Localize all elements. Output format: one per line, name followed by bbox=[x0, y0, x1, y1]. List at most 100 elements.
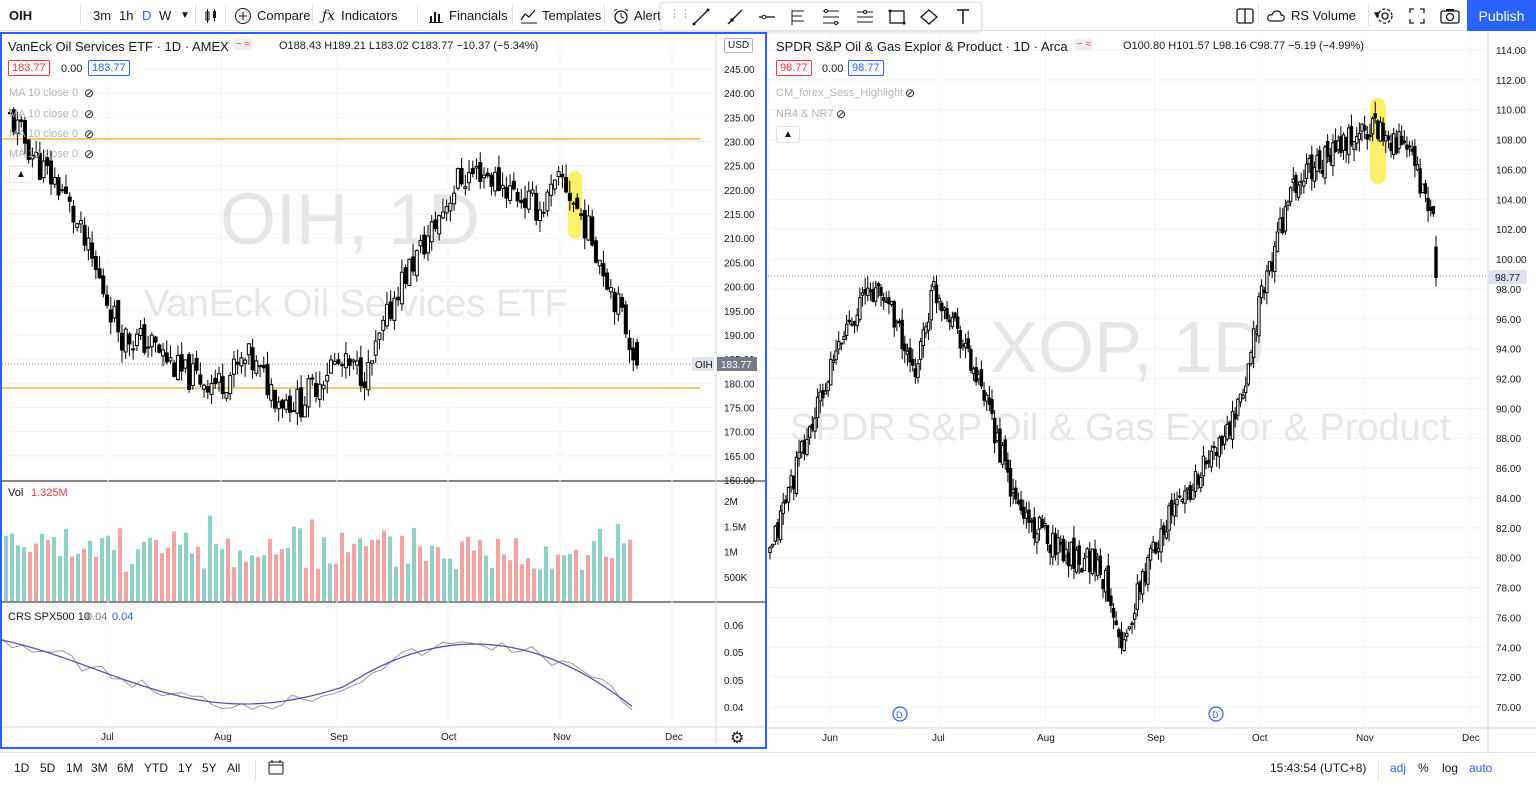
range-3m[interactable]: 3M bbox=[91, 761, 108, 775]
rs-volume-button[interactable]: RS Volume ▼ bbox=[1266, 0, 1382, 31]
range-1d[interactable]: 1D bbox=[14, 761, 30, 775]
horizontal-ray-icon[interactable] bbox=[757, 7, 777, 27]
left-indicator-ma-2[interactable]: MA 10 close 0 bbox=[9, 108, 79, 120]
range-1y[interactable]: 1Y bbox=[178, 761, 193, 775]
range-6m[interactable]: 6M bbox=[117, 761, 134, 775]
text-tool-icon[interactable] bbox=[953, 7, 973, 27]
candle bbox=[826, 381, 830, 392]
layout-icon[interactable] bbox=[1236, 0, 1254, 31]
candle bbox=[942, 307, 947, 311]
last-price-value: 183.77 bbox=[721, 360, 752, 371]
eye-hidden-icon[interactable]: ⊘ bbox=[905, 86, 916, 100]
range-all[interactable]: All bbox=[227, 761, 241, 775]
y-tick-label: 106.00 bbox=[1496, 165, 1527, 176]
templates-button[interactable]: Templates bbox=[520, 0, 601, 31]
range-1m[interactable]: 1M bbox=[66, 761, 83, 775]
watermark-symbol: XOP, 1D bbox=[990, 308, 1265, 388]
candle bbox=[15, 119, 20, 135]
interval-1h[interactable]: 1h bbox=[119, 8, 134, 23]
candle bbox=[1045, 524, 1050, 545]
fib-retracement-icon[interactable] bbox=[821, 7, 841, 27]
chevron-down-icon: ▼ bbox=[1372, 10, 1382, 21]
interval-3m[interactable]: 3m bbox=[93, 8, 112, 23]
right-chart-canvas[interactable]: 114.00 112.00 110.00 108.00 106.00 104.00 102.… bbox=[768, 32, 1536, 752]
eye-hidden-icon[interactable]: ⊘ bbox=[84, 86, 95, 100]
y-tick-label: 195.00 bbox=[724, 307, 755, 318]
candle bbox=[1407, 145, 1412, 148]
clock-time[interactable]: 15:43:54 (UTC+8) bbox=[1270, 761, 1367, 775]
candle bbox=[1357, 132, 1362, 140]
collapse-legend-icon[interactable]: ▲ bbox=[9, 166, 33, 183]
left-chart-pane[interactable] bbox=[0, 32, 767, 749]
candle bbox=[1064, 548, 1068, 557]
right-ask-badge[interactable]: 98.77 bbox=[848, 60, 884, 76]
candle bbox=[1286, 201, 1290, 206]
auto-toggle[interactable]: auto bbox=[1469, 761, 1493, 775]
candle bbox=[810, 423, 814, 430]
compare-button[interactable]: Compare bbox=[234, 0, 310, 31]
left-bid-badge[interactable]: 183.77 bbox=[8, 60, 50, 76]
collapse-legend-icon[interactable]: ▲ bbox=[776, 126, 800, 143]
settings-gear-icon[interactable] bbox=[1376, 0, 1394, 31]
alert-button[interactable]: Alert bbox=[612, 0, 661, 31]
volume-bar bbox=[340, 532, 344, 601]
candle bbox=[1003, 439, 1007, 462]
adj-toggle[interactable]: adj bbox=[1390, 761, 1407, 775]
candle bbox=[842, 336, 846, 340]
symbol-search[interactable]: OIH bbox=[9, 8, 33, 23]
range-5y[interactable]: 5Y bbox=[202, 761, 217, 775]
percent-toggle[interactable]: % bbox=[1418, 761, 1429, 775]
left-indicator-ma-4[interactable]: MA 10 close 0 bbox=[9, 148, 79, 160]
left-ask-badge[interactable]: 183.77 bbox=[88, 60, 130, 76]
candle bbox=[511, 180, 516, 190]
y-tick-label: 112.00 bbox=[1496, 76, 1526, 87]
eye-hidden-icon[interactable]: ⊘ bbox=[84, 107, 95, 121]
parallel-channel-icon[interactable] bbox=[855, 7, 875, 27]
interval-w[interactable]: W bbox=[159, 8, 172, 23]
trend-line-icon[interactable] bbox=[691, 7, 711, 27]
candle bbox=[903, 343, 907, 352]
right-indicator-session[interactable]: CM_forex_Sess_Highlight bbox=[776, 87, 904, 99]
interval-d[interactable]: D bbox=[142, 8, 152, 23]
left-indicator-ma-3[interactable]: MA 10 close 0 bbox=[9, 128, 79, 140]
ray-icon[interactable] bbox=[725, 7, 745, 27]
candle bbox=[63, 186, 68, 194]
volume-bar bbox=[118, 528, 122, 601]
currency-selector[interactable]: USD bbox=[724, 38, 754, 53]
right-indicator-nr[interactable]: NR4 & NR7 bbox=[776, 108, 834, 120]
interval-dropdown-icon[interactable]: ▼ bbox=[180, 10, 190, 21]
fullscreen-icon[interactable] bbox=[1409, 0, 1425, 31]
candle bbox=[564, 177, 569, 193]
volume-bar bbox=[250, 555, 254, 601]
left-indicator-ma-1[interactable]: MA 10 close 0 bbox=[9, 87, 79, 99]
volume-bar bbox=[376, 539, 380, 601]
ellipse-icon[interactable] bbox=[919, 7, 939, 27]
eye-hidden-icon[interactable]: ⊘ bbox=[836, 107, 847, 121]
pitchfork-icon[interactable] bbox=[788, 7, 808, 27]
candle bbox=[987, 397, 992, 405]
eye-hidden-icon[interactable]: ⊘ bbox=[84, 147, 95, 161]
financials-button[interactable]: Financials bbox=[428, 0, 508, 31]
indicators-button[interactable]: ƒx Indicators bbox=[322, 7, 398, 24]
candle bbox=[243, 359, 248, 364]
left-wave-icon[interactable]: − ≈ bbox=[234, 39, 253, 50]
candle bbox=[866, 287, 870, 297]
drag-handle-icon[interactable]: ⋮⋮ bbox=[669, 8, 691, 20]
chart-settings-gear-icon[interactable]: ⚙ bbox=[730, 730, 745, 747]
volume-bar bbox=[610, 557, 614, 601]
rectangle-icon[interactable] bbox=[887, 7, 907, 27]
right-bid-badge[interactable]: 98.77 bbox=[776, 60, 812, 76]
candle bbox=[332, 360, 337, 365]
publish-button[interactable]: Publish bbox=[1467, 0, 1536, 31]
range-ytd[interactable]: YTD bbox=[144, 761, 168, 775]
left-chart-canvas[interactable]: 245.00 240.00 235.00 230.00 225.00 220.00 215.… bbox=[2, 34, 765, 747]
eye-hidden-icon[interactable]: ⊘ bbox=[84, 127, 95, 141]
goto-date-icon[interactable] bbox=[268, 759, 284, 778]
log-toggle[interactable]: log bbox=[1442, 761, 1459, 775]
camera-icon[interactable] bbox=[1440, 0, 1460, 31]
right-wave-icon[interactable]: − ≈ bbox=[1075, 39, 1094, 50]
candle bbox=[1069, 541, 1073, 566]
range-5d[interactable]: 5D bbox=[40, 761, 56, 775]
y-tick-label: 180.00 bbox=[724, 379, 755, 390]
chart-type-candles-icon[interactable] bbox=[203, 0, 219, 31]
